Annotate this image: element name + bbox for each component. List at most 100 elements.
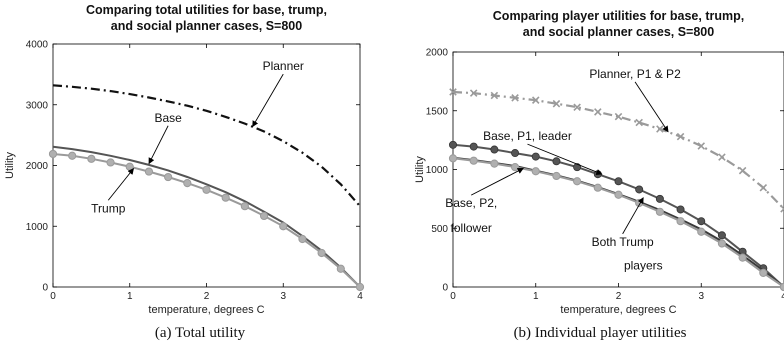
x-tick-label: 2: [616, 291, 622, 302]
data-point: [490, 159, 499, 168]
data-point: [221, 193, 230, 202]
data-point: [552, 171, 561, 181]
data-point: [336, 264, 345, 273]
data-point: [183, 179, 192, 188]
data-point: [531, 152, 540, 161]
data-point: [469, 156, 478, 165]
data-point: [125, 162, 134, 171]
annotation-label: Base, P1, leader: [483, 129, 572, 143]
series-line-base-p2-follower: [452, 156, 784, 288]
data-point: [738, 253, 747, 262]
data-point: [448, 154, 458, 163]
y-tick-label: 500: [431, 224, 448, 235]
data-point: [717, 239, 727, 248]
series-line-base: [52, 145, 361, 288]
data-point: [676, 205, 685, 214]
data-point: [635, 118, 643, 127]
x-tick-label: 3: [280, 291, 286, 302]
data-point: [259, 211, 269, 221]
data-point: [531, 167, 540, 176]
annotation-label: Trump: [91, 201, 126, 215]
data-point: [655, 207, 664, 216]
data-point: [718, 153, 726, 161]
annotation-arrow: [622, 197, 644, 235]
series-line-planner-p1-p2: [452, 90, 784, 210]
data-point: [511, 94, 519, 102]
data-point: [164, 172, 173, 182]
data-point: [144, 167, 154, 176]
plot-frame: [52, 43, 361, 288]
y-tick-label: 0: [42, 283, 48, 294]
annotation-label: Base: [154, 111, 182, 125]
series-trump: [48, 149, 365, 292]
series-planner: [52, 84, 361, 207]
data-point: [298, 234, 307, 244]
data-point: [614, 177, 623, 186]
data-point: [655, 194, 664, 203]
y-tick-label: 2000: [426, 48, 449, 59]
data-point: [614, 112, 623, 121]
series-both-trump-players: [448, 154, 784, 292]
data-point: [106, 158, 115, 167]
x-tick-label: 0: [50, 291, 56, 302]
annotation-arrow: [634, 81, 669, 133]
data-point: [490, 91, 499, 100]
data-point: [552, 99, 561, 108]
data-point: [738, 166, 747, 175]
chart-panel-total-utility: Comparing total utilities for base, trum…: [4, 3, 365, 341]
x-tick-label: 4: [781, 291, 784, 302]
x-tick-label: 0: [450, 291, 456, 302]
annotation-arrow: [252, 73, 284, 128]
data-point: [656, 125, 664, 133]
data-point: [469, 89, 478, 97]
data-point: [48, 149, 58, 159]
data-point: [87, 154, 96, 163]
annotation-arrow: [148, 125, 169, 165]
y-tick-label: 1500: [426, 106, 449, 117]
x-axis-label: temperature, degrees C: [148, 304, 264, 316]
data-point: [240, 202, 249, 211]
annotation-label: Both Trump: [592, 235, 654, 249]
y-tick-label: 3000: [26, 100, 49, 111]
data-point: [317, 248, 326, 258]
series-planner-p1-p2: [449, 88, 784, 213]
data-point: [759, 183, 768, 192]
data-point: [614, 190, 623, 199]
data-point: [552, 157, 561, 166]
data-point: [759, 268, 768, 277]
annotation-arrow: [470, 167, 524, 196]
chart-title-line-1: Comparing total utilities for base, trum…: [86, 3, 327, 17]
data-point: [510, 163, 520, 172]
data-point: [697, 217, 706, 226]
x-tick-label: 2: [204, 291, 210, 302]
data-point: [593, 183, 602, 192]
data-point: [697, 142, 706, 150]
x-axis-label: temperature, degrees C: [560, 304, 676, 316]
data-point: [717, 231, 726, 240]
data-point: [68, 151, 77, 160]
y-tick-label: 1000: [26, 222, 49, 233]
chart-title-line-2: and social planner cases, S=800: [111, 19, 302, 33]
y-tick-label: 0: [442, 283, 448, 294]
data-point: [448, 140, 457, 149]
x-tick-label: 1: [127, 291, 133, 302]
data-point: [490, 145, 499, 154]
annotation-label: follower: [451, 221, 492, 235]
chart-title-line-1: Comparing player utilities for base, tru…: [493, 9, 744, 23]
y-tick-label: 2000: [26, 161, 49, 172]
data-point: [573, 177, 582, 186]
annotation-label: players: [624, 258, 663, 272]
data-point: [511, 149, 520, 158]
figure-caption: (b) Individual player utilities: [514, 325, 687, 341]
data-point: [594, 108, 602, 116]
figure-caption: (a) Total utility: [155, 325, 246, 341]
x-tick-label: 1: [533, 291, 539, 302]
data-point: [676, 217, 685, 226]
data-point: [676, 132, 685, 141]
data-point: [531, 96, 540, 104]
chart-panel-player-utilities: Comparing player utilities for base, tru…: [414, 9, 784, 341]
annotation-arrow: [527, 143, 603, 175]
series-base-p2-follower: [452, 156, 784, 288]
data-point: [573, 103, 581, 111]
